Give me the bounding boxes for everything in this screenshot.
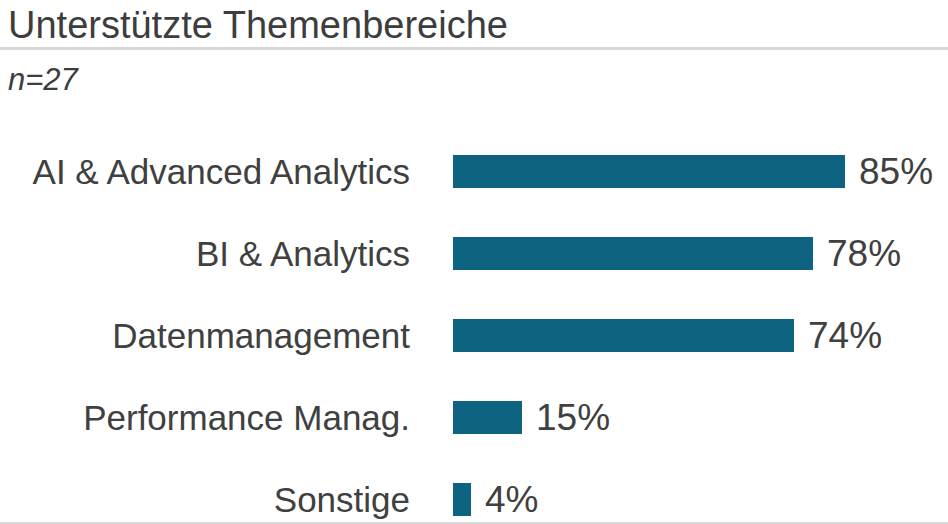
chart-rows: AI & Advanced Analytics 85% BI & Analytics… <box>0 130 948 524</box>
title-divider <box>0 47 948 50</box>
value-label: 15% <box>536 399 610 436</box>
chart-figure: Unterstützte Themenbereiche n=27 AI & Ad… <box>0 0 948 524</box>
value-label: 85% <box>859 153 933 190</box>
category-label: Sonstige <box>0 482 410 517</box>
bar <box>453 319 794 352</box>
chart-row: Datenmanagement 74% <box>0 294 948 376</box>
bar <box>453 155 845 188</box>
category-label: BI & Analytics <box>0 236 410 271</box>
category-label: Performance Manag. <box>0 400 410 435</box>
value-label: 74% <box>808 317 882 354</box>
chart-row: AI & Advanced Analytics 85% <box>0 130 948 212</box>
bar <box>453 401 522 434</box>
bar <box>453 237 813 270</box>
chart-row: Sonstige 4% <box>0 458 948 524</box>
bar <box>453 483 471 516</box>
category-label: Datenmanagement <box>0 318 410 353</box>
sample-size-label: n=27 <box>8 62 948 98</box>
value-label: 78% <box>827 235 901 272</box>
chart-row: BI & Analytics 78% <box>0 212 948 294</box>
value-label: 4% <box>485 481 538 518</box>
chart-title: Unterstützte Themenbereiche <box>0 0 948 46</box>
chart-row: Performance Manag. 15% <box>0 376 948 458</box>
category-label: AI & Advanced Analytics <box>0 154 410 189</box>
